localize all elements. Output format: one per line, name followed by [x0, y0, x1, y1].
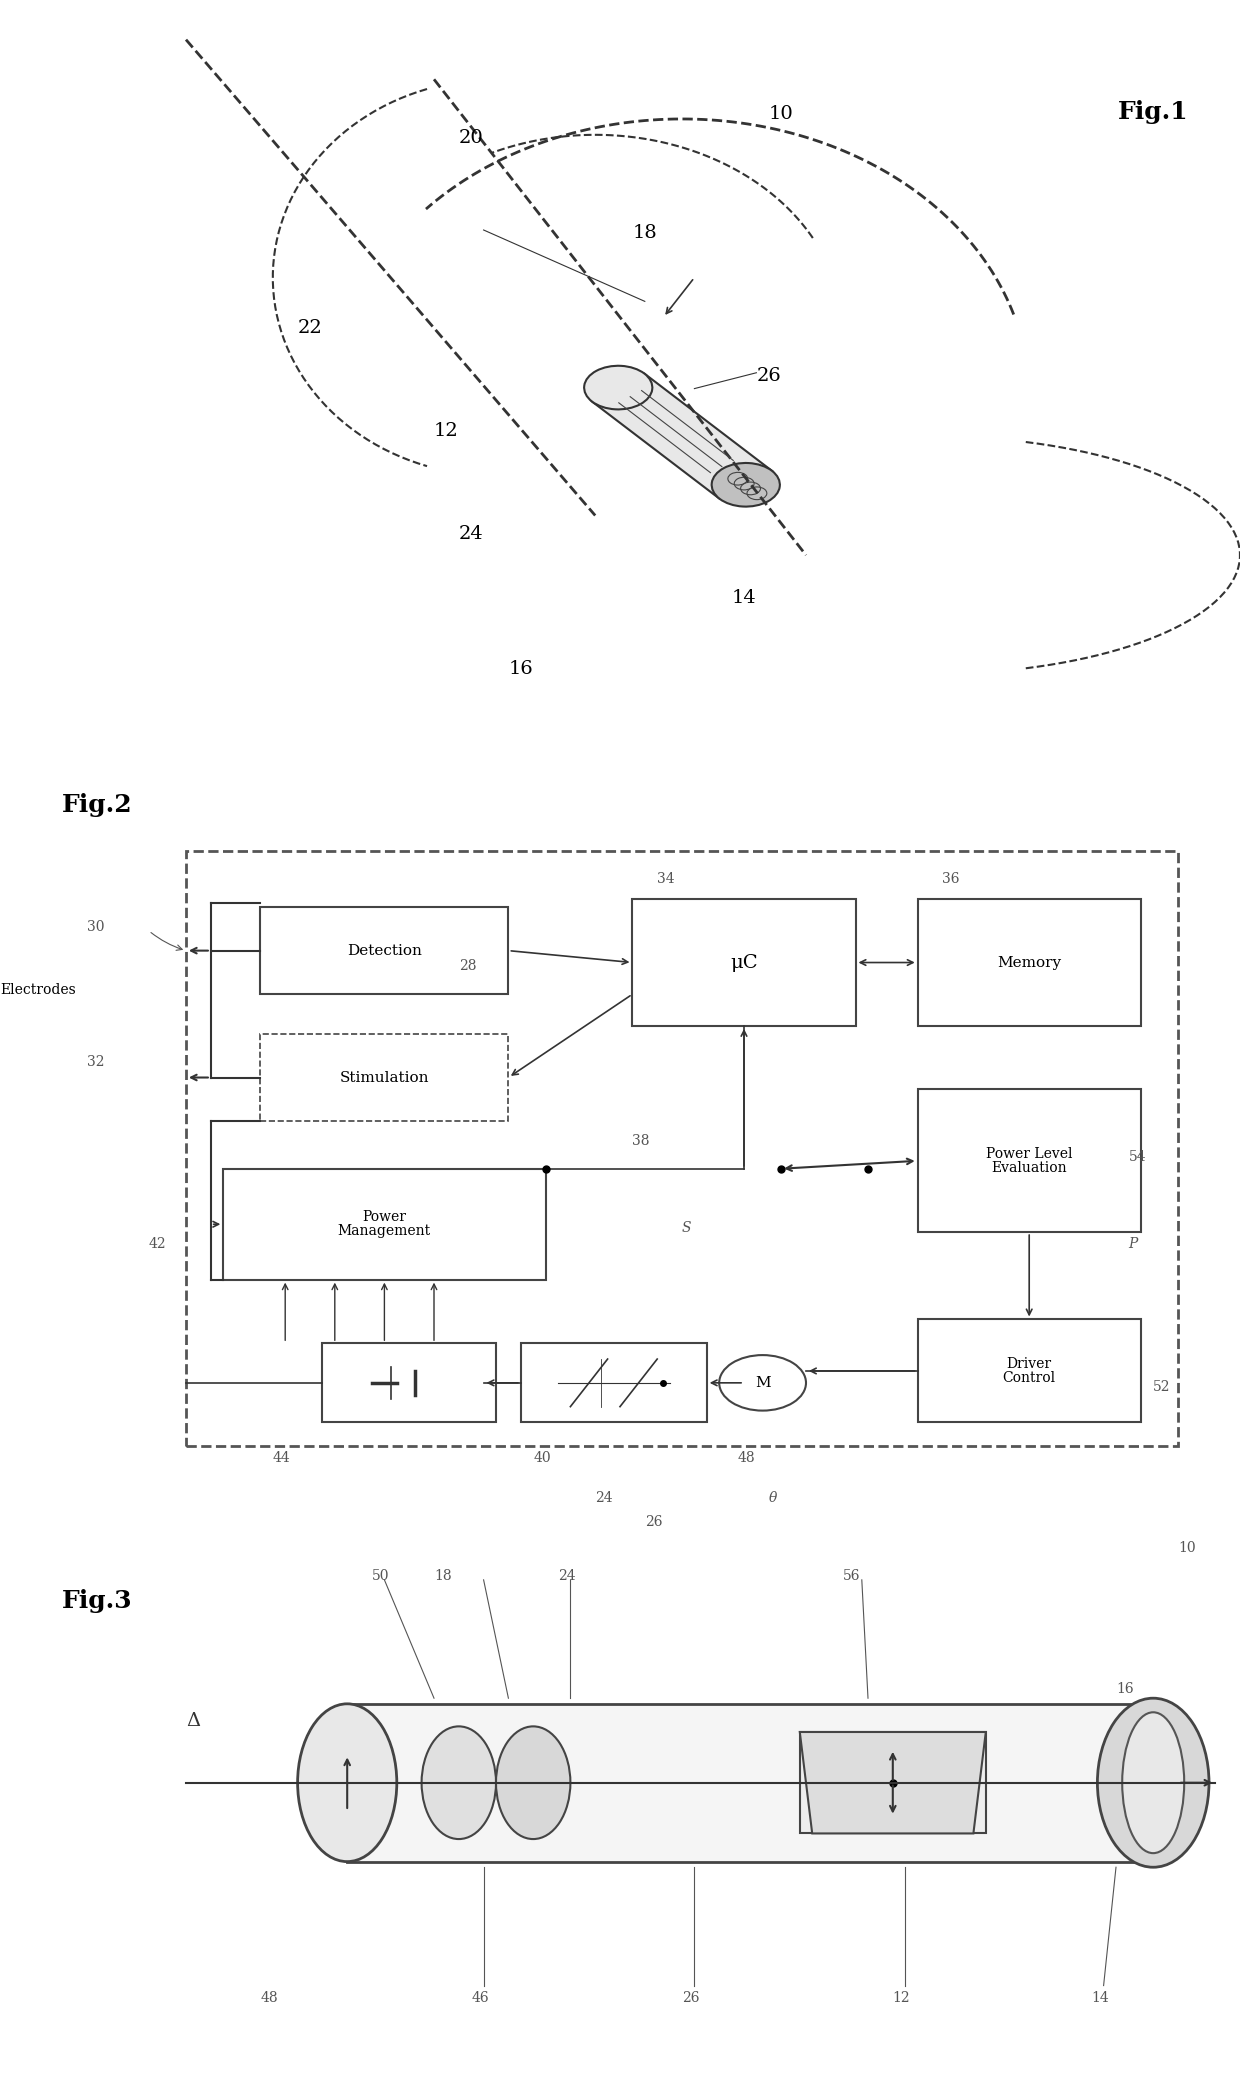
Text: 48: 48	[738, 1450, 755, 1465]
Text: 12: 12	[434, 422, 459, 440]
Text: 12: 12	[893, 1991, 910, 2006]
Circle shape	[712, 463, 780, 507]
Bar	[260, 908, 508, 993]
Text: Control: Control	[1003, 1371, 1055, 1386]
Text: 30: 30	[87, 920, 104, 933]
Text: 18: 18	[434, 1569, 451, 1582]
Text: 14: 14	[732, 589, 756, 607]
Text: Memory: Memory	[997, 956, 1061, 970]
Ellipse shape	[1122, 1711, 1184, 1853]
Text: 16: 16	[1116, 1682, 1133, 1695]
Text: 26: 26	[756, 367, 781, 384]
Text: 50: 50	[372, 1569, 389, 1582]
Bar	[322, 1344, 496, 1423]
Text: Driver: Driver	[1007, 1357, 1052, 1371]
Text: 54: 54	[1128, 1150, 1146, 1165]
Text: 10: 10	[769, 104, 794, 123]
Text: 56: 56	[843, 1569, 861, 1582]
Bar	[593, 374, 771, 499]
Text: 18: 18	[632, 223, 657, 242]
Text: Power: Power	[362, 1210, 407, 1225]
Ellipse shape	[422, 1726, 496, 1839]
Text: Detection: Detection	[347, 943, 422, 958]
Text: P: P	[1128, 1238, 1138, 1250]
Text: 14: 14	[1091, 1991, 1109, 2006]
Bar	[918, 1089, 1141, 1231]
Bar	[800, 1732, 986, 1832]
Bar	[186, 851, 1178, 1446]
Text: 26: 26	[645, 1515, 662, 1528]
Text: Fig.1: Fig.1	[1118, 100, 1188, 123]
Text: 10: 10	[1178, 1540, 1195, 1555]
Text: 32: 32	[87, 1054, 104, 1069]
Ellipse shape	[1097, 1699, 1209, 1868]
Text: 38: 38	[632, 1133, 650, 1148]
Polygon shape	[800, 1732, 986, 1832]
Bar	[918, 1319, 1141, 1423]
Ellipse shape	[298, 1703, 397, 1862]
Text: 16: 16	[508, 659, 533, 678]
Bar	[632, 899, 856, 1027]
Bar	[347, 1703, 1153, 1862]
Text: Fig.3: Fig.3	[62, 1588, 133, 1613]
Text: 48: 48	[260, 1991, 278, 2006]
Bar	[223, 1169, 546, 1279]
Text: Electrodes: Electrodes	[0, 983, 76, 998]
Text: Δ: Δ	[186, 1711, 200, 1730]
Text: 22: 22	[298, 319, 322, 338]
Circle shape	[584, 365, 652, 409]
Text: 24: 24	[595, 1490, 613, 1505]
Text: S: S	[682, 1221, 692, 1236]
Text: 24: 24	[558, 1569, 575, 1582]
Text: Fig.2: Fig.2	[62, 793, 133, 816]
Text: θ: θ	[769, 1490, 777, 1505]
Text: μC: μC	[730, 954, 758, 973]
Text: Management: Management	[337, 1225, 432, 1238]
Text: 24: 24	[459, 526, 484, 543]
Text: Evaluation: Evaluation	[992, 1160, 1066, 1175]
Text: 42: 42	[149, 1238, 166, 1250]
Text: 52: 52	[1153, 1380, 1171, 1394]
Bar	[521, 1344, 707, 1423]
Text: 44: 44	[273, 1450, 290, 1465]
Circle shape	[719, 1354, 806, 1411]
Text: M: M	[755, 1375, 770, 1390]
Text: 46: 46	[471, 1991, 489, 2006]
Text: 36: 36	[942, 872, 960, 887]
Bar	[918, 899, 1141, 1027]
Text: Power Level: Power Level	[986, 1146, 1073, 1160]
Bar	[260, 1033, 508, 1121]
Text: 34: 34	[657, 872, 675, 887]
Text: 28: 28	[459, 960, 476, 973]
Text: 26: 26	[682, 1991, 699, 2006]
Ellipse shape	[496, 1726, 570, 1839]
Text: Stimulation: Stimulation	[340, 1071, 429, 1085]
Text: 40: 40	[533, 1450, 551, 1465]
Text: 20: 20	[459, 129, 484, 146]
